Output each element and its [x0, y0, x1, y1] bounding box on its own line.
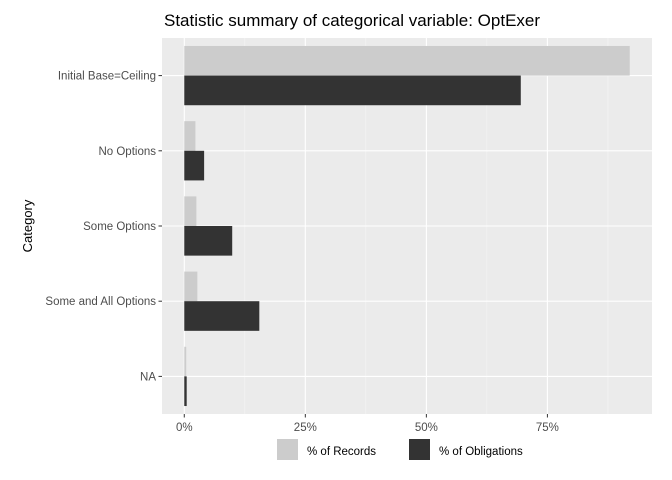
- bar: [184, 376, 187, 407]
- chart-title: Statistic summary of categorical variabl…: [164, 11, 540, 30]
- x-tick-label: 75%: [536, 422, 559, 434]
- legend-key: [277, 439, 298, 460]
- legend-label: % of Records: [307, 446, 376, 458]
- bar: [184, 121, 196, 151]
- bar: [184, 196, 197, 226]
- y-tick-label: Some Options: [83, 221, 156, 233]
- x-tick-label: 0%: [176, 422, 193, 434]
- bar: [184, 150, 205, 181]
- bars: [184, 45, 630, 407]
- x-tick-labels: 0% 25% 50% 75%: [176, 414, 559, 434]
- y-tick-label: Some and All Options: [45, 296, 156, 308]
- bar: [184, 45, 630, 76]
- y-tick-labels: Initial Base=Ceiling No Options Some Optio…: [45, 71, 162, 383]
- bar: [184, 301, 260, 331]
- y-axis-title: Category: [20, 199, 35, 252]
- y-tick-label: NA: [140, 371, 156, 383]
- x-tick-label: 25%: [294, 422, 317, 434]
- legend-key: [409, 439, 430, 460]
- y-tick-label: Initial Base=Ceiling: [58, 71, 156, 83]
- bar: [184, 75, 521, 106]
- y-tick-label: No Options: [98, 146, 156, 158]
- bar: [184, 226, 233, 256]
- bar: [184, 346, 187, 377]
- legend: % of Records % of Obligations: [277, 439, 523, 460]
- x-tick-label: 50%: [415, 422, 438, 434]
- legend-label: % of Obligations: [439, 446, 523, 458]
- bar: [184, 271, 198, 302]
